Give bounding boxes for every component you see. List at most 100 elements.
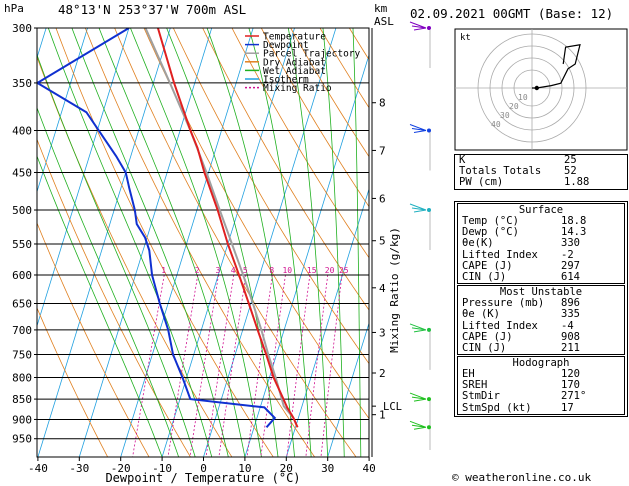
mixing-ratio-axis-label: Mixing Ratio (g/kg) — [388, 227, 401, 353]
km-tick-label: 5 — [379, 235, 386, 248]
mixing-ratio-label: 10 — [282, 266, 292, 275]
hodograph-stat-value: 17 — [561, 401, 574, 414]
pressure-tick-label: 700 — [12, 324, 32, 337]
mixing-ratio-label: 20 — [325, 266, 335, 275]
pressure-tick-label: 450 — [12, 166, 32, 179]
temperature-line — [156, 28, 299, 428]
hodograph-stats-title: Hodograph — [512, 357, 570, 370]
most-unstable-value: 908 — [561, 330, 580, 343]
plot-area: 1 2 3 4 5 8 10 15 20 25 — [37, 28, 369, 457]
surface-value: 18.8 — [561, 215, 587, 227]
km-tick-label: 8 — [379, 97, 386, 110]
wet-adiabat-line — [166, 28, 279, 457]
mixing-ratio-label: 3 — [216, 266, 221, 275]
km-tick-label: 6 — [379, 192, 386, 205]
index-label: PW (cm) — [459, 176, 504, 189]
x-tick-label: 0 — [200, 462, 207, 475]
mixing-ratio-label: 25 — [339, 266, 349, 275]
hodograph-stats-box: Hodograph EH 120 SREH 170 StmDir 271° StmSpd (… — [457, 356, 625, 415]
most-unstable-value: 335 — [561, 308, 580, 321]
isotherm-line — [37, 28, 130, 328]
legend-label: Parcel Trajectory — [263, 49, 361, 60]
pressure-tick-label: 550 — [12, 238, 32, 251]
pressure-tick-label: 500 — [12, 204, 32, 217]
mixing-ratio-line — [218, 274, 247, 457]
surface-label: θe(K) — [462, 237, 494, 250]
most-unstable-row: CAPE (J) 908 — [458, 330, 624, 343]
wind-barb-icon — [409, 323, 427, 333]
hodograph-stat-row: StmDir 271° — [458, 391, 624, 402]
index-value: 52 — [564, 165, 577, 178]
hodograph-unit: kt — [460, 33, 471, 43]
hodograph-stat-value: 170 — [561, 379, 580, 392]
surface-label: Lifted Index — [462, 248, 538, 261]
wind-barb-dot — [427, 327, 431, 332]
pressure-tick-label: 800 — [12, 371, 32, 384]
most-unstable-row: CIN (J) 211 — [458, 342, 624, 354]
wind-barb-dot — [427, 208, 431, 213]
mixing-ratio-line — [320, 274, 343, 457]
mixing-ratio-label: 1 — [161, 266, 166, 275]
forecast-date: 02.09.2021 00GMT (Base: 12) — [410, 6, 614, 21]
mixing-ratio-label: 4 — [231, 266, 236, 275]
surface-row: CIN (J) 614 — [458, 270, 624, 283]
mixing-ratio-line — [260, 274, 286, 457]
index-value: 25 — [564, 154, 577, 166]
most-unstable-label: θe (K) — [462, 308, 500, 321]
isotherm-line — [78, 28, 213, 457]
hodograph-stat-row: StmSpd (kt) 17 — [458, 401, 624, 414]
x-tick-label: 30 — [321, 462, 334, 475]
x-tick-label: -40 — [28, 462, 48, 475]
surface-title: Surface — [518, 204, 564, 216]
hodograph-ring-label: 20 — [509, 102, 519, 111]
most-unstable-box: Most Unstable Pressure (mb) 896 θe (K) 335 L… — [457, 285, 625, 356]
km-tick-label: 3 — [379, 326, 386, 339]
x-tick-label: -20 — [111, 462, 131, 475]
km-unit: km — [374, 2, 388, 15]
surface-value: 14.3 — [561, 226, 587, 239]
hodograph-stat-value: 271° — [561, 390, 587, 403]
surface-value: -2 — [561, 248, 574, 261]
hodograph-stat-label: StmDir — [462, 390, 500, 403]
surface-value: 614 — [561, 270, 580, 283]
pressure-tick-label: 950 — [12, 433, 32, 446]
most-unstable-row: θe (K) 335 — [458, 309, 624, 320]
index-row: Totals Totals 52 — [455, 165, 627, 178]
mixing-ratio-line — [205, 274, 235, 457]
wind-barb-dot — [427, 425, 431, 430]
index-label: Totals Totals — [459, 165, 542, 178]
dewpoint-line — [37, 28, 277, 428]
legend-label: Mixing Ratio — [263, 83, 332, 94]
dry-adiabat-line — [231, 28, 369, 259]
surface-row: θe(K) 330 — [458, 238, 624, 249]
pressure-tick-label: 600 — [12, 269, 32, 282]
mixing-ratio-label: 5 — [243, 266, 248, 275]
indices-panel: K 25 Totals Totals 52 PW (cm) 1.88 — [454, 154, 628, 190]
wind-barb-dot — [427, 397, 431, 402]
pressure-tick-label: 850 — [12, 393, 32, 406]
mixing-ratio-line — [246, 274, 273, 457]
most-unstable-value: -4 — [561, 319, 574, 332]
legend-label: Dewpoint — [263, 40, 309, 51]
index-label: K — [459, 154, 466, 166]
hodograph-stat-value: 120 — [561, 368, 580, 381]
lcl-label: LCL — [383, 401, 402, 413]
wind-barb-icon — [409, 392, 427, 402]
surface-row: Lifted Index -2 — [458, 248, 624, 261]
stats-panel: Surface Temp (°C) 18.8 Dewp (°C) 14.3 θe(K) 3… — [454, 201, 628, 417]
dry-adiabat-line — [55, 28, 274, 457]
x-tick-label: -10 — [152, 462, 172, 475]
surface-box: Surface Temp (°C) 18.8 Dewp (°C) 14.3 θe(K) 3… — [457, 203, 625, 285]
index-value: 1.88 — [564, 176, 590, 189]
wind-barb-icon — [409, 203, 427, 213]
pressure-unit: hPa — [4, 2, 24, 15]
hodograph-frame — [454, 28, 628, 151]
most-unstable-label: Pressure (mb) — [462, 297, 545, 310]
km-tick-label: 4 — [379, 282, 386, 295]
x-tick-label: 40 — [362, 462, 375, 475]
km-tick-label: 1 — [379, 409, 386, 422]
hodograph-stat-label: EH — [462, 368, 475, 381]
hodograph-stat-label: SREH — [462, 379, 488, 392]
mixing-ratio-label: 2 — [195, 266, 200, 275]
